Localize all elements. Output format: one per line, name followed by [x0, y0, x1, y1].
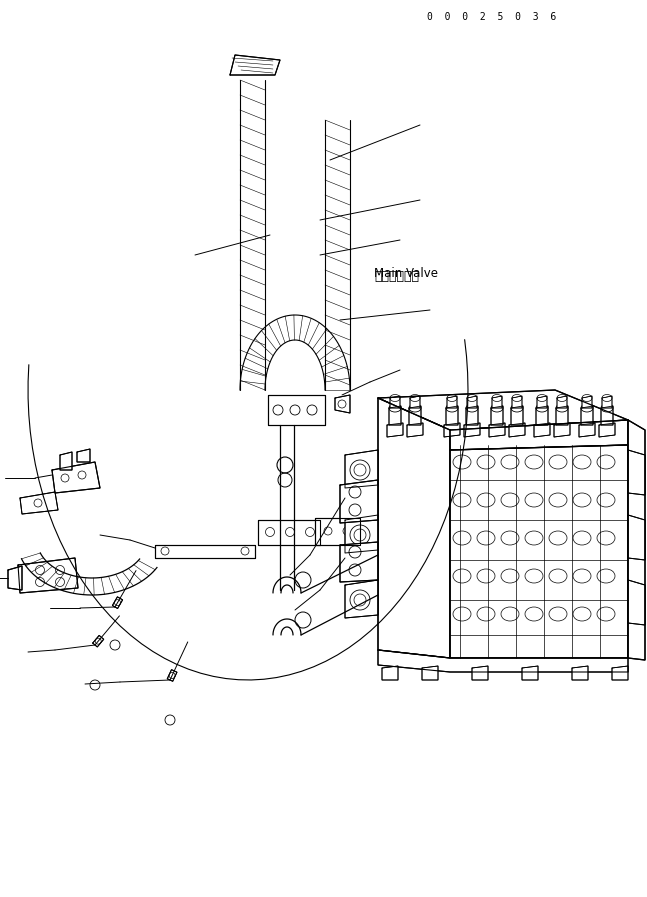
- Polygon shape: [52, 462, 100, 493]
- Polygon shape: [409, 406, 421, 425]
- Polygon shape: [579, 423, 595, 437]
- Polygon shape: [512, 396, 522, 408]
- Polygon shape: [230, 55, 280, 75]
- Polygon shape: [601, 406, 613, 425]
- Polygon shape: [378, 390, 628, 430]
- Polygon shape: [268, 395, 325, 425]
- Polygon shape: [466, 406, 478, 425]
- Polygon shape: [422, 666, 438, 680]
- Polygon shape: [450, 420, 628, 450]
- Polygon shape: [556, 406, 568, 425]
- Polygon shape: [340, 480, 378, 523]
- Polygon shape: [444, 423, 460, 437]
- Polygon shape: [378, 398, 450, 658]
- Polygon shape: [509, 423, 525, 437]
- Polygon shape: [345, 515, 378, 553]
- Polygon shape: [446, 406, 458, 425]
- Polygon shape: [612, 666, 628, 680]
- Polygon shape: [113, 597, 122, 608]
- Polygon shape: [582, 396, 592, 408]
- Polygon shape: [557, 396, 567, 408]
- Polygon shape: [315, 518, 360, 545]
- Polygon shape: [345, 580, 378, 618]
- Polygon shape: [491, 406, 503, 425]
- Polygon shape: [467, 396, 477, 408]
- Polygon shape: [599, 423, 615, 437]
- Polygon shape: [572, 666, 588, 680]
- Polygon shape: [489, 423, 505, 437]
- Polygon shape: [464, 423, 480, 437]
- Polygon shape: [554, 423, 570, 437]
- Polygon shape: [155, 545, 255, 558]
- Polygon shape: [258, 520, 320, 545]
- Polygon shape: [410, 396, 420, 408]
- Polygon shape: [93, 635, 104, 647]
- Polygon shape: [168, 670, 177, 681]
- Polygon shape: [390, 396, 400, 408]
- Polygon shape: [60, 452, 72, 470]
- Polygon shape: [472, 666, 488, 680]
- Polygon shape: [378, 650, 628, 672]
- Polygon shape: [382, 666, 398, 680]
- Polygon shape: [581, 406, 593, 425]
- Polygon shape: [511, 406, 523, 425]
- Polygon shape: [450, 445, 628, 658]
- Polygon shape: [77, 449, 90, 462]
- Polygon shape: [389, 406, 401, 425]
- Polygon shape: [335, 395, 350, 413]
- Polygon shape: [345, 450, 378, 488]
- Polygon shape: [18, 558, 78, 593]
- Polygon shape: [387, 423, 403, 437]
- Polygon shape: [407, 423, 423, 437]
- Polygon shape: [628, 450, 645, 495]
- Polygon shape: [628, 580, 645, 625]
- Text: Main Valve: Main Valve: [374, 267, 438, 280]
- Polygon shape: [447, 396, 457, 408]
- Polygon shape: [536, 406, 548, 425]
- Polygon shape: [628, 515, 645, 560]
- Text: 0  0  0  2  5  0  3  6: 0 0 0 2 5 0 3 6: [427, 13, 556, 22]
- Polygon shape: [20, 492, 58, 514]
- Text: メインバルブ: メインバルブ: [374, 270, 419, 283]
- Polygon shape: [602, 396, 612, 408]
- Polygon shape: [537, 396, 547, 408]
- Polygon shape: [340, 542, 378, 582]
- Polygon shape: [628, 420, 645, 660]
- Polygon shape: [492, 396, 502, 408]
- Polygon shape: [8, 566, 22, 590]
- Polygon shape: [534, 423, 550, 437]
- Polygon shape: [522, 666, 538, 680]
